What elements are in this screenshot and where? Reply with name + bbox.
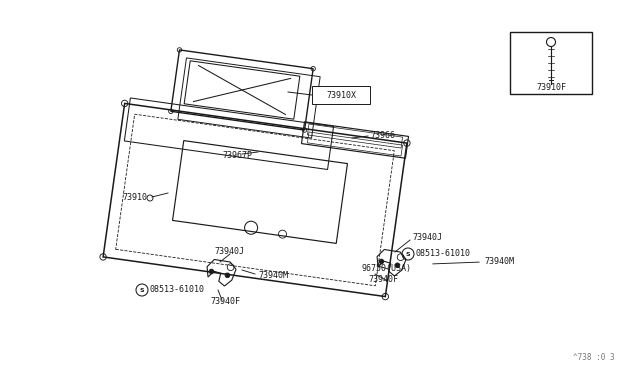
Bar [312,86,370,104]
Text: S: S [140,288,144,292]
Text: S: S [406,251,410,257]
Text: 73940J: 73940J [214,247,244,257]
Text: 73940F: 73940F [368,276,398,285]
Text: 08513-61010: 08513-61010 [150,285,205,295]
Bar [510,32,592,94]
Text: 73940M: 73940M [484,257,514,266]
Circle shape [225,273,230,278]
Circle shape [395,263,400,267]
Circle shape [209,269,214,274]
Text: 73940F: 73940F [210,298,240,307]
Text: ^738 :0 3: ^738 :0 3 [573,353,615,362]
Text: 96750(USA): 96750(USA) [362,264,412,273]
Text: 73910: 73910 [122,192,147,202]
Text: 73940J: 73940J [412,234,442,243]
Text: 73966: 73966 [370,131,395,141]
Text: 73967P: 73967P [222,151,252,160]
Text: 73910X: 73910X [326,90,356,99]
Circle shape [379,259,384,264]
Text: 73910F: 73910F [536,83,566,93]
Text: 08513-61010: 08513-61010 [416,250,471,259]
Text: 73940M: 73940M [258,272,288,280]
